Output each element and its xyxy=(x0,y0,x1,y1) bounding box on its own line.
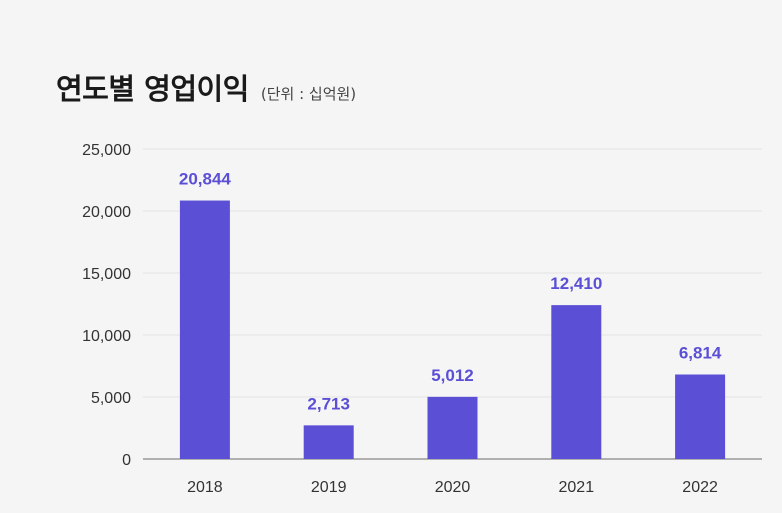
title-group: 연도별 영업이익 (단위 : 십억원) xyxy=(56,66,356,108)
data-label: 6,814 xyxy=(679,344,722,363)
y-tick-label: 10,000 xyxy=(82,328,131,345)
bar xyxy=(303,425,354,459)
bar xyxy=(551,305,602,459)
data-label: 20,844 xyxy=(179,170,232,189)
chart-subtitle: (단위 : 십억원) xyxy=(260,85,357,103)
x-tick-label: 2021 xyxy=(559,479,595,496)
x-tick-label: 2022 xyxy=(682,479,718,496)
bar xyxy=(179,200,230,459)
y-tick-label: 0 xyxy=(122,452,131,469)
data-label: 5,012 xyxy=(431,366,474,385)
chart-title: 연도별 영업이익 xyxy=(56,72,249,106)
x-tick-label: 2020 xyxy=(435,479,471,496)
y-tick-label: 25,000 xyxy=(82,142,131,159)
data-label: 12,410 xyxy=(550,274,602,293)
bar xyxy=(427,396,478,459)
data-label: 2,713 xyxy=(307,394,350,413)
y-tick-label: 5,000 xyxy=(91,390,131,407)
bar xyxy=(675,374,726,459)
x-tick-label: 2019 xyxy=(311,479,347,496)
x-tick-label: 2018 xyxy=(187,479,223,496)
y-tick-label: 15,000 xyxy=(82,266,131,283)
y-tick-label: 20,000 xyxy=(82,204,131,221)
